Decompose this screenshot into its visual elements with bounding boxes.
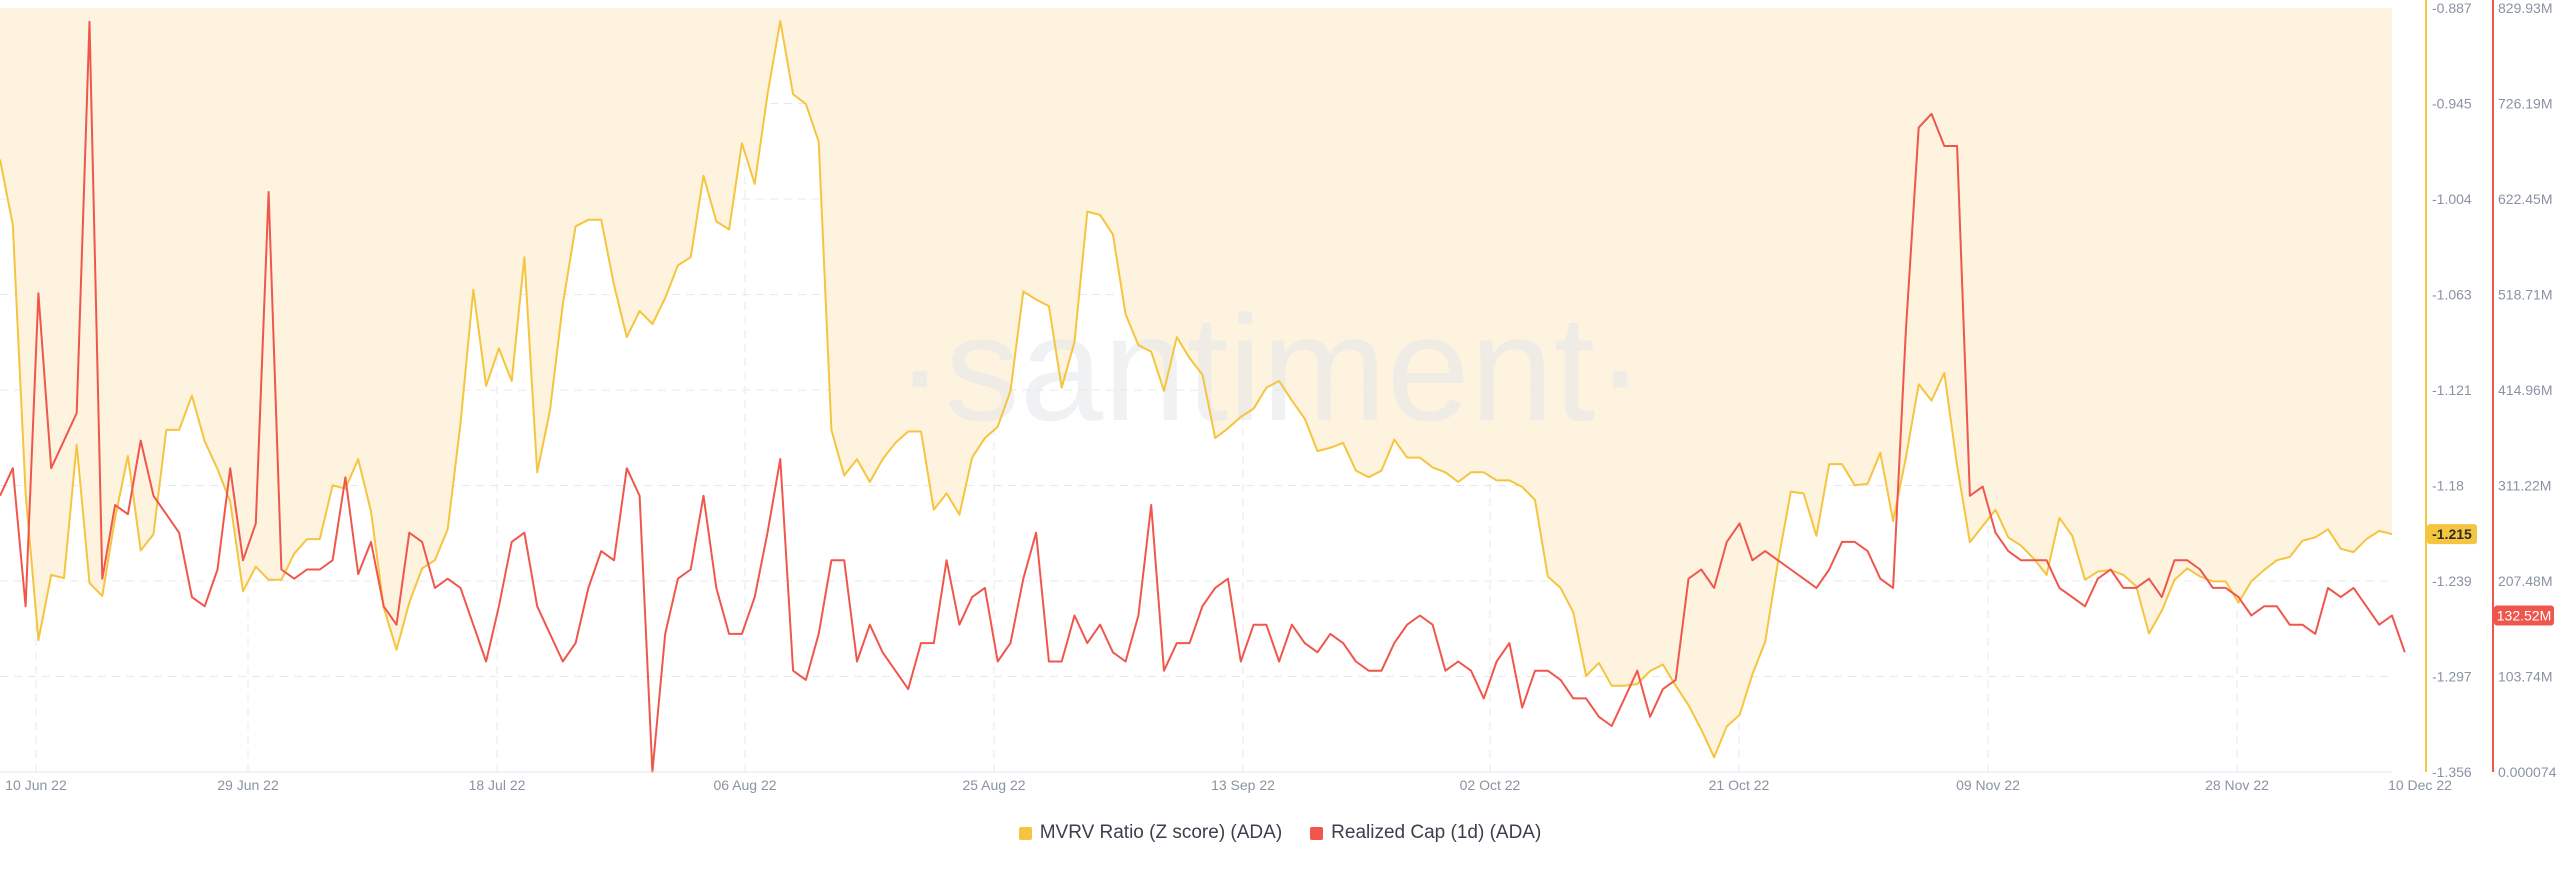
y-right-tick-label: 622.45M xyxy=(2498,191,2552,207)
y-left-tick-label: -0.945 xyxy=(2432,96,2472,112)
x-tick-label: 10 Jun 22 xyxy=(5,777,67,793)
label-layer: -0.887 829.93M -0.945 726.19M -1.004 622.45M -… xyxy=(5,0,2556,793)
y-right-tick-label: 103.74M xyxy=(2498,669,2552,685)
area-layer xyxy=(0,8,2392,758)
x-tick-label: 02 Oct 22 xyxy=(1460,777,1521,793)
legend-item-mvrv[interactable]: MVRV Ratio (Z score) (ADA) xyxy=(1018,822,1283,844)
line-layer xyxy=(0,20,2406,773)
x-tick-label: 09 Nov 22 xyxy=(1956,777,2020,793)
realized-cap-current-value: 132.52M xyxy=(2497,608,2551,624)
x-tick-label: 29 Jun 22 xyxy=(217,777,279,793)
x-tick-label: 21 Oct 22 xyxy=(1709,777,1770,793)
mvrv-area xyxy=(0,8,2392,758)
santiment-watermark: ·santiment· xyxy=(895,284,1645,452)
mvrv-current-value: -1.215 xyxy=(2432,526,2472,542)
legend-swatch-mvrv xyxy=(1018,826,1032,840)
y-left-tick-label: -1.063 xyxy=(2432,287,2472,303)
realized-cap-current-badge xyxy=(2494,605,2554,626)
y-right-tick-label: 829.93M xyxy=(2498,0,2552,16)
legend-item-realized-cap[interactable]: Realized Cap (1d) (ADA) xyxy=(1310,822,1541,844)
x-tick-label: 28 Nov 22 xyxy=(2205,777,2269,793)
x-tick-label: 10 Dec 22 xyxy=(2388,777,2452,793)
legend-swatch-realized-cap xyxy=(1310,826,1324,840)
y-right-tick-label: 518.71M xyxy=(2498,287,2552,303)
x-tick-label: 18 Jul 22 xyxy=(469,777,526,793)
x-tick-label: 25 Aug 22 xyxy=(962,777,1025,793)
legend-label-realized-cap: Realized Cap (1d) (ADA) xyxy=(1331,822,1542,843)
chart-legend: MVRV Ratio (Z score) (ADA) Realized Cap … xyxy=(0,818,2560,848)
mvrv-series-line xyxy=(0,20,2393,759)
y-left-tick-label: -0.887 xyxy=(2432,0,2472,16)
legend-label-mvrv: MVRV Ratio (Z score) (ADA) xyxy=(1039,822,1283,843)
realized-cap-series-line xyxy=(0,20,2406,773)
y-right-tick-label: 726.19M xyxy=(2498,96,2552,112)
y-left-tick-label: -1.297 xyxy=(2432,669,2472,685)
y-right-tick-label: 414.96M xyxy=(2498,382,2552,398)
x-tick-label: 13 Sep 22 xyxy=(1211,777,1275,793)
y-left-tick-label: -1.356 xyxy=(2432,764,2472,780)
axis-layer xyxy=(0,0,2494,773)
x-tick-label: 06 Aug 22 xyxy=(713,777,776,793)
y-left-tick-label: -1.004 xyxy=(2432,191,2472,207)
y-right-tick-label: 207.48M xyxy=(2498,573,2552,589)
mvrv-current-badge xyxy=(2427,524,2477,545)
y-right-tick-label: 311.22M xyxy=(2498,478,2551,494)
y-left-tick-label: -1.239 xyxy=(2432,573,2472,589)
y-left-tick-label: -1.121 xyxy=(2432,382,2472,398)
y-left-tick-label: -1.18 xyxy=(2432,478,2464,494)
y-right-tick-label: 0.000074 xyxy=(2498,764,2557,780)
